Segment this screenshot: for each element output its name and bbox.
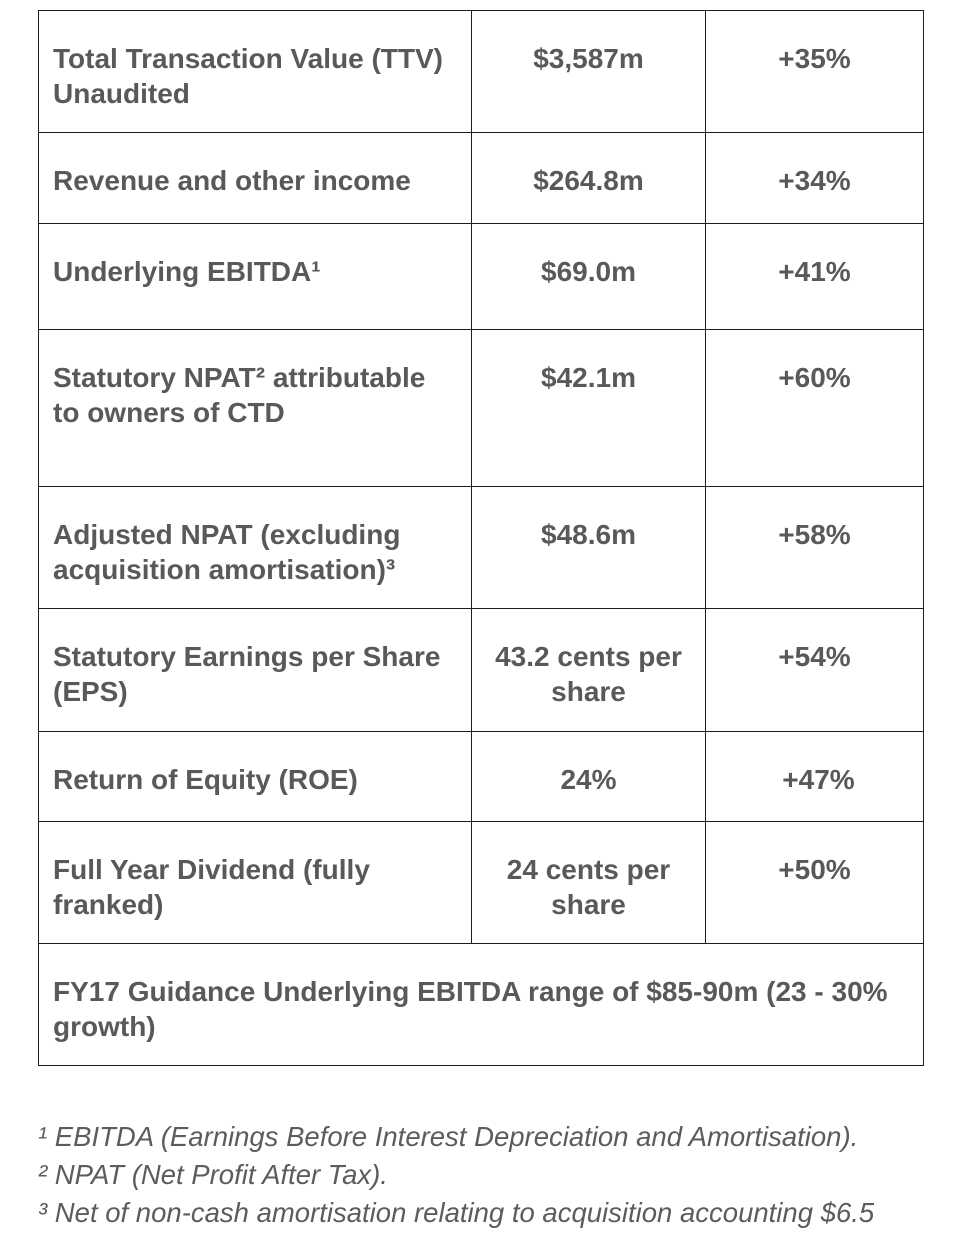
- metric-label: Full Year Dividend (fully franked): [38, 821, 472, 944]
- metric-change: +50%: [705, 821, 924, 944]
- metric-change: +58%: [705, 486, 924, 609]
- metric-value: 24 cents per share: [471, 821, 706, 944]
- table-row: Full Year Dividend (fully franked) 24 ce…: [38, 821, 924, 944]
- table-row: Statutory Earnings per Share (EPS) 43.2 …: [38, 608, 924, 732]
- metric-change: +47%: [705, 731, 924, 822]
- metric-change: +54%: [705, 608, 924, 732]
- footnote-2: ² NPAT (Net Profit After Tax).: [38, 1159, 388, 1190]
- metric-label: Statutory Earnings per Share (EPS): [38, 608, 472, 732]
- results-table: Total Transaction Value (TTV) Unaudited …: [38, 10, 924, 1066]
- metric-label: Adjusted NPAT (excluding acquisition amo…: [38, 486, 472, 609]
- table-row: Statutory NPAT² attributable to owners o…: [38, 329, 924, 487]
- metric-label: Statutory NPAT² attributable to owners o…: [38, 329, 472, 487]
- metric-value: $42.1m: [471, 329, 706, 487]
- metric-change: +60%: [705, 329, 924, 487]
- table-row: Underlying EBITDA¹ $69.0m +41%: [38, 223, 924, 330]
- metric-label: Total Transaction Value (TTV) Unaudited: [38, 10, 472, 133]
- table-row: Return of Equity (ROE) 24% +47%: [38, 731, 924, 822]
- table-row: Adjusted NPAT (excluding acquisition amo…: [38, 486, 924, 609]
- metric-label: Underlying EBITDA¹: [38, 223, 472, 330]
- footnote-1: ¹ EBITDA (Earnings Before Interest Depre…: [38, 1121, 859, 1152]
- metric-value: $69.0m: [471, 223, 706, 330]
- footnotes: ¹ EBITDA (Earnings Before Interest Depre…: [38, 1118, 969, 1232]
- guidance-row: FY17 Guidance Underlying EBITDA range of…: [38, 943, 924, 1066]
- metric-value: $48.6m: [471, 486, 706, 609]
- table-row: Total Transaction Value (TTV) Unaudited …: [38, 10, 924, 133]
- metric-change: +34%: [705, 132, 924, 224]
- metric-value: 24%: [471, 731, 706, 822]
- metric-label: Return of Equity (ROE): [38, 731, 472, 822]
- metric-value: $264.8m: [471, 132, 706, 224]
- metric-change: +41%: [705, 223, 924, 330]
- footnote-3: ³ Net of non-cash amortisation relating …: [38, 1197, 875, 1228]
- metric-value: 43.2 cents per share: [471, 608, 706, 732]
- metric-value: $3,587m: [471, 10, 706, 133]
- guidance-text: FY17 Guidance Underlying EBITDA range of…: [38, 943, 924, 1066]
- metric-label: Revenue and other income: [38, 132, 472, 224]
- table-row: Revenue and other income $264.8m +34%: [38, 132, 924, 224]
- metric-change: +35%: [705, 10, 924, 133]
